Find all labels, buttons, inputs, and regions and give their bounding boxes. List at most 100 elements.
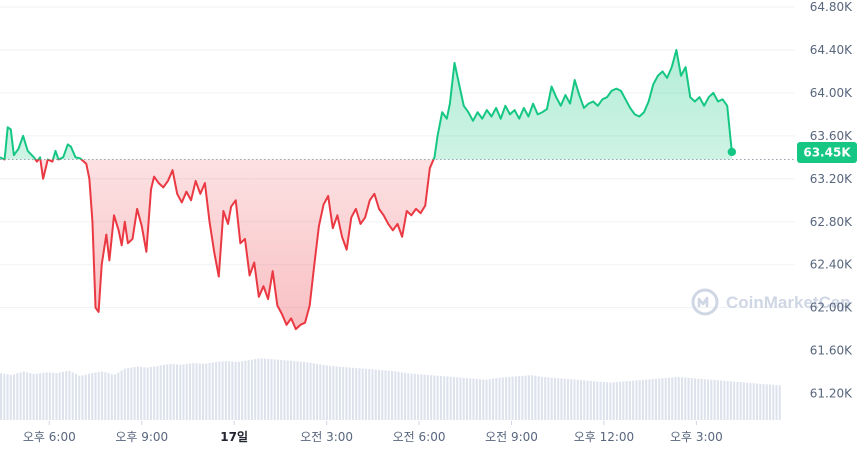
- volume-bar: [596, 381, 599, 420]
- volume-bar: [694, 378, 697, 420]
- volume-bar: [413, 373, 416, 420]
- volume-bar: [710, 379, 713, 420]
- volume-bar: [361, 368, 364, 420]
- watermark: CoinMarketCap: [691, 288, 851, 316]
- volume-bar: [645, 379, 648, 420]
- x-axis: 오후 6:00 오후 9:00 17일 오전 3:00 오전 6:00 오전 9:00 오후…: [23, 421, 723, 444]
- volume-bar: [746, 382, 749, 420]
- volume-bar: [260, 358, 263, 420]
- volume-bar: [192, 362, 195, 420]
- x-tick-label: 오전 9:00: [485, 430, 538, 444]
- volume-bar: [661, 378, 664, 420]
- volume-bar: [628, 380, 631, 420]
- volume-bar: [58, 372, 61, 420]
- volume-bar: [283, 360, 286, 420]
- volume-bar: [68, 370, 71, 420]
- volume-bar: [198, 363, 201, 420]
- volume-bar: [91, 373, 94, 420]
- x-tick-label: 오후 3:00: [670, 430, 723, 444]
- volume-bar: [664, 378, 667, 420]
- volume-bar: [553, 377, 556, 420]
- volume-bar: [508, 376, 511, 420]
- x-tick-label: 오전 6:00: [393, 430, 446, 444]
- volume-bar: [443, 376, 446, 420]
- volume-bar: [488, 379, 491, 420]
- volume-bar: [394, 371, 397, 420]
- volume-bar: [602, 382, 605, 420]
- volume-bar: [436, 375, 439, 420]
- volume-bar: [276, 359, 280, 420]
- volume-bar: [322, 364, 325, 420]
- volume-bar: [182, 364, 185, 420]
- volume-bar: [94, 372, 97, 420]
- volume-bar: [374, 369, 377, 420]
- volume-bar: [547, 377, 550, 420]
- volume-bar: [123, 368, 126, 420]
- volume-bar: [345, 367, 348, 420]
- volume-bar: [619, 381, 622, 420]
- volume-bar: [231, 361, 234, 420]
- y-tick-label: 64.40K: [810, 43, 853, 57]
- last-price-point: [727, 147, 737, 157]
- price-area-up: [0, 49, 732, 160]
- y-tick-label: 64.00K: [810, 86, 853, 100]
- volume-bar: [244, 360, 247, 420]
- volume-bar: [713, 379, 716, 420]
- volume-bar: [153, 366, 156, 420]
- volume-bar: [71, 372, 74, 420]
- current-price-label: 63.45K: [803, 145, 851, 159]
- volume-bar: [671, 377, 674, 420]
- volume-bar: [237, 361, 240, 420]
- volume-bar: [257, 358, 260, 420]
- volume-bar: [700, 378, 703, 420]
- volume-bar: [407, 373, 410, 420]
- volume-bar: [371, 369, 374, 420]
- volume-bar: [309, 362, 312, 420]
- volume-bar: [752, 383, 755, 420]
- volume-bar: [143, 367, 146, 420]
- volume-bar: [234, 361, 237, 420]
- volume-bar: [127, 368, 130, 420]
- y-tick-label: 63.20K: [810, 172, 853, 186]
- volume-bar: [654, 378, 657, 420]
- volume-bar: [599, 381, 602, 420]
- volume-bar: [101, 371, 104, 420]
- volume-bar: [593, 381, 596, 420]
- volume-bar: [759, 383, 762, 420]
- volume-bar: [420, 374, 423, 420]
- volume-bar: [625, 381, 628, 420]
- volume-bar: [45, 372, 48, 420]
- volume-bar: [560, 378, 563, 420]
- volume-bar: [511, 376, 514, 420]
- volume-bar: [211, 362, 214, 420]
- volume-bar: [667, 377, 671, 420]
- volume-bar: [267, 358, 270, 420]
- volume-bar: [391, 371, 394, 420]
- price-line-up: [0, 48, 733, 160]
- volume-bar: [576, 379, 579, 420]
- volume-bar: [52, 372, 55, 420]
- volume-bar: [501, 377, 504, 420]
- current-price-badge: 63.45K: [727, 141, 857, 163]
- volume-bar: [364, 368, 367, 420]
- volume-bar: [716, 380, 719, 420]
- volume-bar: [400, 372, 403, 420]
- volume-bar: [462, 377, 465, 420]
- volume-bar: [563, 378, 566, 420]
- volume-bar: [195, 363, 198, 420]
- x-tick-label: 오후 12:00: [574, 430, 634, 444]
- volume-bar: [514, 376, 517, 420]
- volume-bar: [775, 385, 778, 420]
- volume-bar: [531, 375, 534, 420]
- volume-bar: [35, 373, 38, 420]
- volume-bar: [381, 370, 384, 420]
- volume-bar: [566, 379, 570, 420]
- volume-bar: [707, 379, 710, 420]
- volume-bar: [26, 372, 29, 420]
- x-tick-label: 오후 6:00: [23, 430, 76, 444]
- y-tick-label: 62.00K: [810, 301, 853, 315]
- volume-bar: [384, 370, 387, 420]
- volume-bar: [570, 379, 573, 420]
- volume-bar: [149, 367, 152, 420]
